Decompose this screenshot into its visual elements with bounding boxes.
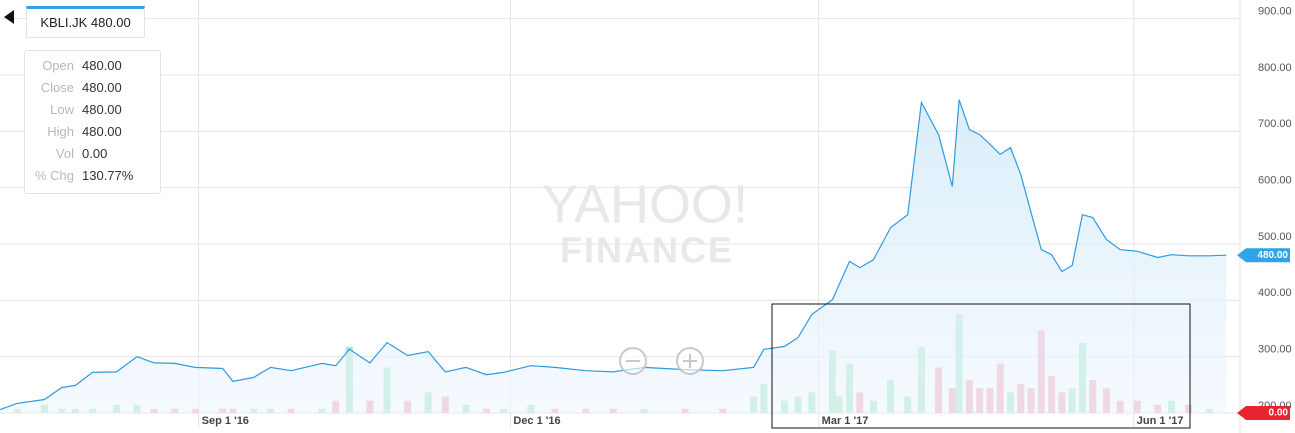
watermark: FINANCE <box>560 230 734 271</box>
value-tag <box>1237 406 1290 420</box>
symbol-box: KBLI.JK 480.00 <box>26 6 145 38</box>
tooltip-value: 480.00 <box>82 102 122 117</box>
tooltip-label: Close <box>40 80 74 95</box>
tooltip: Open 480.00 Close 480.00 Low 480.00 High 480.00… <box>24 50 161 194</box>
tooltip-label: Vol <box>55 146 74 161</box>
tooltip-row: % Chg 130.77% <box>25 168 160 190</box>
tooltip-row: High 480.00 <box>25 124 160 146</box>
tooltip-value: 480.00 <box>82 58 122 73</box>
price-area <box>0 99 1227 413</box>
x-tick-label: Dec 1 '16 <box>513 415 560 427</box>
tooltip-value: 480.00 <box>82 124 122 139</box>
y-tick-label: 500.00 <box>1258 231 1292 243</box>
tooltip-label: Low <box>50 102 74 117</box>
y-tick-label: 400.00 <box>1258 287 1292 299</box>
watermark: YAHOO! <box>542 174 748 234</box>
tooltip-row: Open 480.00 <box>25 58 160 80</box>
tooltip-label: High <box>47 124 74 139</box>
symbol: KBLI.JK <box>40 15 88 30</box>
tooltip-value: 130.77% <box>82 168 134 183</box>
value-tag-label: 480.00 <box>1257 250 1288 261</box>
tooltip-row: Close 480.00 <box>25 80 160 102</box>
x-tick-label: Jun 1 '17 <box>1137 415 1184 427</box>
y-tick-label: 800.00 <box>1258 62 1292 74</box>
price-line <box>0 99 1227 411</box>
value-tag <box>1237 248 1290 263</box>
y-tick-label: 700.00 <box>1258 118 1292 130</box>
y-tick-label: 900.00 <box>1258 5 1292 17</box>
zoom-out[interactable] <box>619 347 647 375</box>
selection-box[interactable] <box>771 303 1191 429</box>
collapse-arrow[interactable] <box>4 10 14 24</box>
zoom-in[interactable] <box>676 347 704 375</box>
tooltip-label: Open <box>42 58 74 73</box>
tooltip-value: 0.00 <box>82 146 108 161</box>
value-tag-label: 0.00 <box>1269 408 1289 419</box>
tooltip-value: 480.00 <box>82 80 122 95</box>
x-tick-label: Sep 1 '16 <box>202 415 249 427</box>
tooltip-row: Low 480.00 <box>25 102 160 124</box>
tooltip-row: Vol 0.00 <box>25 146 160 168</box>
symbol-price: 480.00 <box>90 15 131 30</box>
y-tick-label: 600.00 <box>1258 175 1292 187</box>
x-tick-label: Mar 1 '17 <box>822 415 869 427</box>
y-tick-label: 300.00 <box>1258 344 1292 356</box>
tooltip-label: % Chg <box>34 168 74 183</box>
